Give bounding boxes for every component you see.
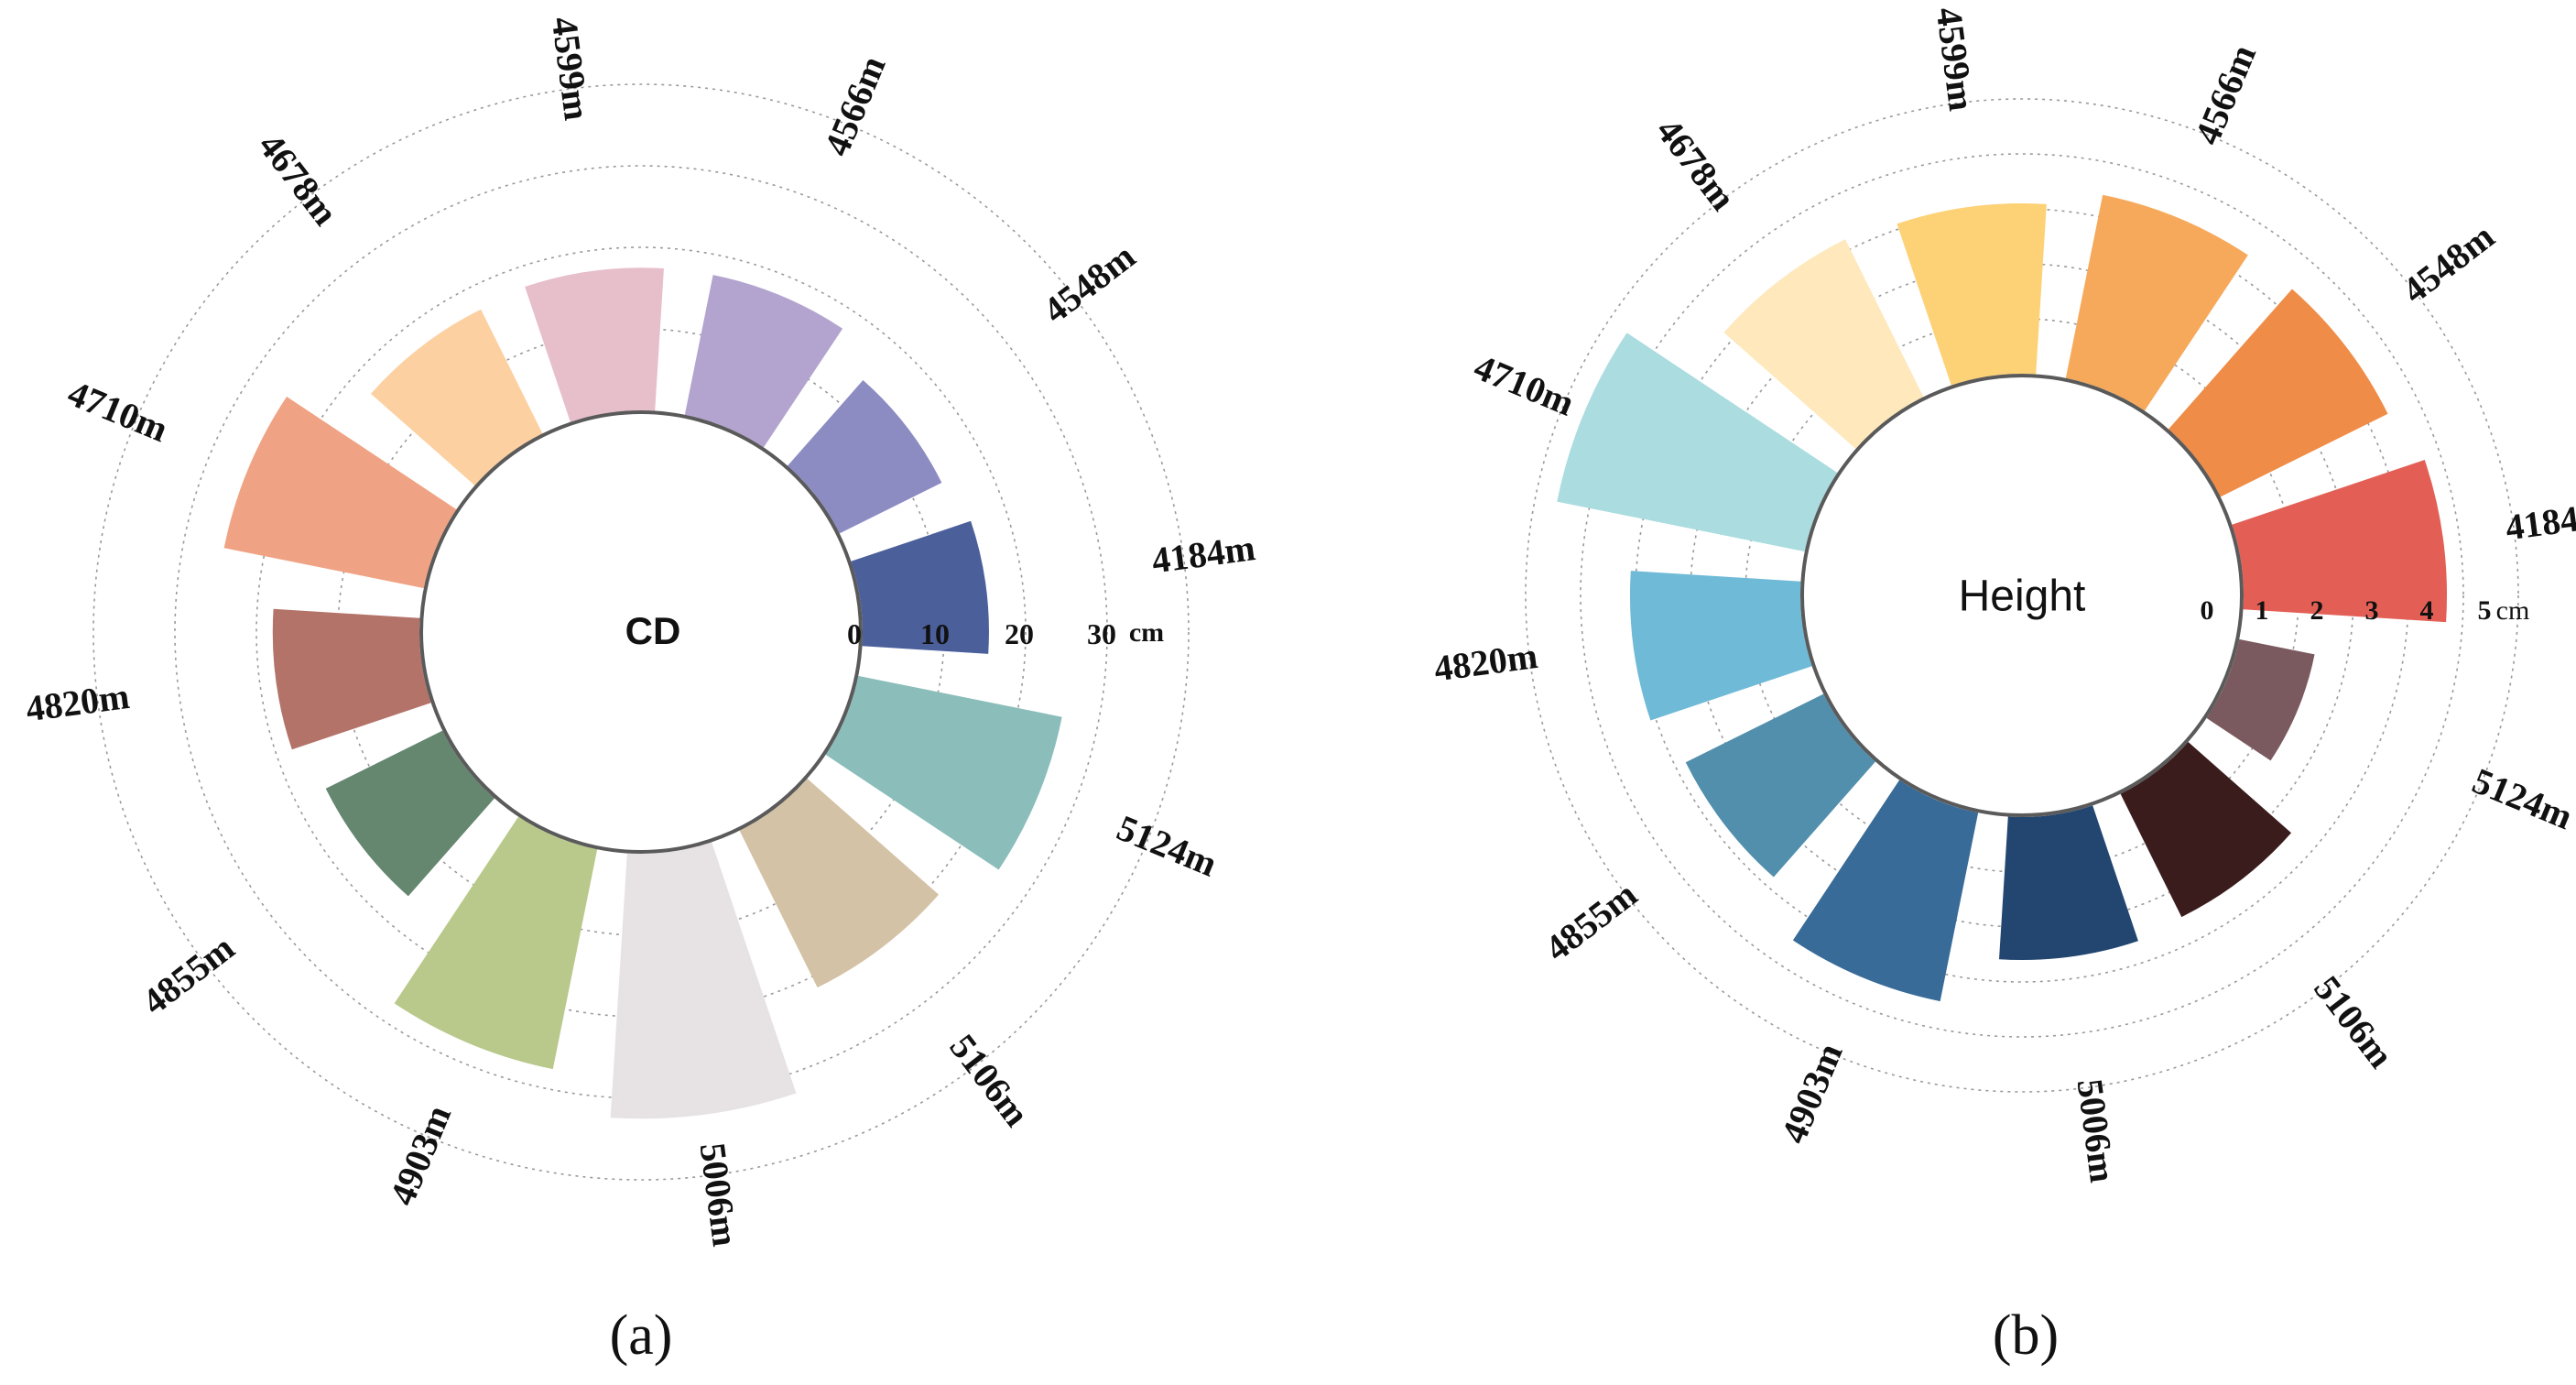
panel-a-bars — [223, 267, 1062, 1119]
panel-a-tag: (a) — [610, 1304, 673, 1367]
panel-a-bar-4855m — [325, 730, 495, 897]
panel-b-label-4548m: 4548m — [2395, 215, 2502, 311]
panel-a-bar-4566m — [684, 275, 843, 448]
panel-b-bar-4820m — [1630, 571, 1812, 721]
panel-a-label-4566m: 4566m — [816, 50, 894, 162]
panel-b-label-5124m: 5124m — [2467, 759, 2576, 837]
panel-a-grid-ring-3 — [92, 83, 1190, 1181]
panel-b-bar-4855m — [1685, 693, 1875, 878]
panel-b-grid-ring-4 — [1525, 98, 2519, 1093]
panel-b-tick-0: 0 — [2201, 595, 2214, 626]
panel-a-bar-4599m — [525, 267, 664, 422]
panel-a-label-4903m: 4903m — [381, 1099, 459, 1211]
panel-b-tick-3: 3 — [2365, 595, 2379, 626]
panel-a-tick-20: 20 — [1005, 617, 1034, 650]
panel-b-height-chart: Height 0 1 2 3 4 5 cm 4566m4548m4184m512… — [1431, 5, 2576, 1367]
panel-a-bar-4903m — [394, 816, 598, 1070]
panel-b-bar-4678m — [1723, 239, 1924, 449]
panel-a-label-5006m: 5006m — [691, 1140, 745, 1249]
panel-a-bar-4548m — [788, 380, 942, 534]
panel-b-bar-4903m — [1792, 780, 1979, 1002]
panel-a-bar-4710m — [223, 396, 457, 589]
panel-b-label-4678m: 4678m — [1648, 111, 1745, 218]
panel-b-bar-4710m — [1557, 333, 1838, 552]
panel-a-tick-0: 0 — [847, 617, 862, 650]
panel-a-cd-chart: CD 0 10 20 30 cm 4566m 4548m 4184m 5124m 510… — [24, 15, 1258, 1367]
panel-a-label-5106m: 5106m — [942, 1027, 1038, 1134]
panel-b-tick-5: 5 — [2478, 595, 2492, 626]
panel-b-radial-tick-labels: 0 1 2 3 4 5 cm — [2201, 595, 2530, 626]
panel-a-label-4548m: 4548m — [1036, 235, 1143, 332]
panel-b-tick-4: 4 — [2420, 595, 2434, 626]
panel-b-bar-4184m — [2232, 460, 2448, 623]
panel-a-bar-4678m — [370, 309, 543, 485]
panel-a-bar-5124m — [825, 675, 1062, 870]
panel-b-tick-2: 2 — [2310, 595, 2324, 626]
panel-b-label-4599m: 4599m — [1929, 5, 1983, 113]
panel-a-bar-5006m — [610, 842, 797, 1119]
panel-a-radial-tick-labels: 0 10 20 30 cm — [847, 617, 1164, 650]
panel-b-label-4855m: 4855m — [1538, 873, 1645, 969]
panel-b-bar-4566m — [2065, 194, 2248, 411]
panel-a-label-4184m: 4184m — [1149, 527, 1257, 581]
panel-b-inner-circle — [1800, 374, 2244, 817]
panel-b-label-4710m: 4710m — [1469, 346, 1581, 424]
panel-b-label-5006m: 5006m — [2070, 1076, 2124, 1184]
panel-a-center-title: CD — [625, 609, 681, 652]
panel-b-label-4820m: 4820m — [1431, 635, 1539, 689]
panel-b-label-5106m: 5106m — [2306, 968, 2402, 1075]
panel-a-label-4820m: 4820m — [24, 675, 132, 729]
panel-b-tick-1: 1 — [2255, 595, 2269, 626]
panel-a-unit: cm — [1129, 617, 1164, 648]
panel-b-label-4903m: 4903m — [1773, 1037, 1851, 1149]
panel-a-bar-5106m — [739, 779, 940, 988]
panel-b-bar-5106m — [2120, 742, 2292, 918]
panel-a-tick-30: 30 — [1087, 617, 1116, 650]
panel-b-label-4566m: 4566m — [2186, 38, 2264, 150]
panel-a-label-4710m: 4710m — [62, 372, 174, 450]
panel-a-bar-4184m — [851, 520, 989, 654]
panel-a-label-4678m: 4678m — [251, 125, 347, 233]
panel-b-bar-5124m — [2206, 638, 2315, 761]
panel-b-bar-4599m — [1897, 203, 2047, 386]
panel-b-tag: (b) — [1993, 1304, 2059, 1367]
panel-b-label-4184m: 4184m — [2503, 494, 2576, 548]
panel-b-center-title: Height — [1959, 573, 2086, 621]
panel-b-unit: cm — [2496, 595, 2530, 626]
panel-b-bar-5006m — [1999, 805, 2138, 960]
panel-a-inner-circle — [419, 410, 863, 854]
panel-b-bar-4548m — [2168, 289, 2388, 497]
panel-a-grid-ring-2 — [174, 165, 1108, 1099]
panel-b-bars — [1557, 194, 2448, 1002]
panel-b-grid-ring-3 — [1580, 153, 2464, 1038]
panel-a-bar-4820m — [272, 608, 431, 750]
panel-a-grid-ring-1 — [255, 246, 1027, 1018]
panel-a-label-4599m: 4599m — [544, 15, 598, 123]
panel-a-label-5124m: 5124m — [1111, 807, 1223, 885]
panel-a-tick-10: 10 — [920, 617, 950, 650]
